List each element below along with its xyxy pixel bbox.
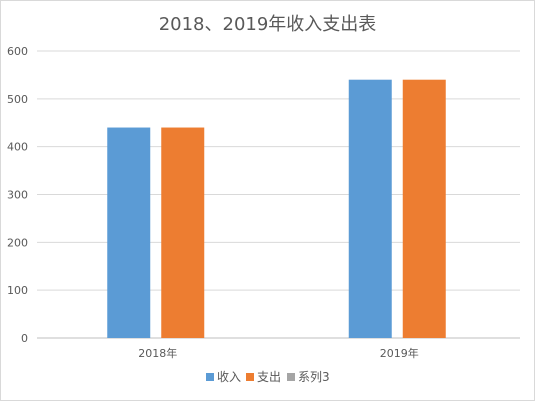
y-tick-label: 200 bbox=[7, 236, 28, 249]
bars bbox=[107, 79, 446, 339]
bar-支出-2019年 bbox=[402, 79, 446, 338]
bar-收入-2019年 bbox=[348, 79, 392, 338]
y-tick-label: 100 bbox=[7, 284, 28, 297]
chart-title: 2018、2019年收入支出表 bbox=[159, 14, 377, 35]
legend: 收入 支出 系列3 bbox=[206, 370, 330, 384]
y-tick-label: 0 bbox=[21, 332, 28, 345]
x-tick-label: 2019年 bbox=[380, 346, 419, 360]
y-tick-label: 500 bbox=[7, 93, 28, 106]
bar-收入-2018年 bbox=[107, 127, 151, 339]
legend-swatch-系列3 bbox=[287, 373, 295, 381]
y-tick-label: 600 bbox=[7, 45, 28, 58]
legend-label: 收入 bbox=[217, 370, 241, 384]
y-tick-label: 300 bbox=[7, 189, 28, 202]
legend-swatch-支出 bbox=[246, 373, 254, 381]
y-tick-label: 400 bbox=[7, 141, 28, 154]
y-axis: 0 100 200 300 400 500 600 bbox=[7, 45, 28, 345]
legend-swatch-收入 bbox=[206, 373, 214, 381]
legend-label: 支出 bbox=[257, 370, 281, 384]
x-tick-label: 2018年 bbox=[138, 346, 177, 360]
bar-支出-2018年 bbox=[161, 127, 205, 339]
legend-label: 系列3 bbox=[298, 370, 330, 384]
x-axis: 2018年 2019年 bbox=[138, 346, 419, 360]
